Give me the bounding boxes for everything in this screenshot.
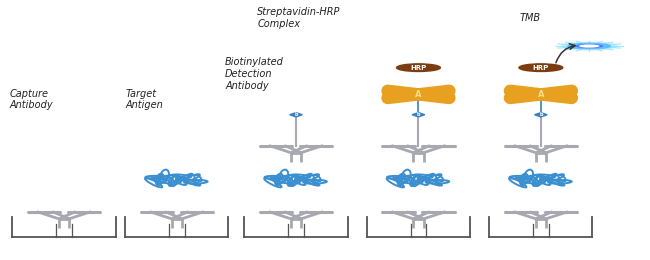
Text: HRP: HRP	[410, 65, 426, 71]
Polygon shape	[412, 113, 424, 117]
Ellipse shape	[554, 41, 625, 52]
Text: b: b	[417, 112, 420, 117]
Text: HRP: HRP	[533, 65, 549, 71]
Text: Streptavidin-HRP
Complex: Streptavidin-HRP Complex	[257, 7, 341, 29]
Text: TMB: TMB	[519, 13, 541, 23]
Polygon shape	[534, 113, 547, 117]
Ellipse shape	[567, 43, 611, 49]
Text: A: A	[538, 90, 544, 99]
Text: Capture
Antibody: Capture Antibody	[9, 89, 53, 110]
Ellipse shape	[575, 44, 603, 48]
Text: b: b	[294, 112, 298, 117]
Text: A: A	[415, 90, 422, 99]
Text: Target
Antigen: Target Antigen	[125, 89, 163, 110]
Ellipse shape	[561, 42, 618, 50]
Text: Biotinylated
Detection
Antibody: Biotinylated Detection Antibody	[225, 57, 284, 91]
Text: b: b	[539, 112, 543, 117]
Polygon shape	[290, 113, 302, 117]
Ellipse shape	[396, 64, 440, 72]
Ellipse shape	[519, 64, 563, 72]
Ellipse shape	[579, 44, 599, 48]
